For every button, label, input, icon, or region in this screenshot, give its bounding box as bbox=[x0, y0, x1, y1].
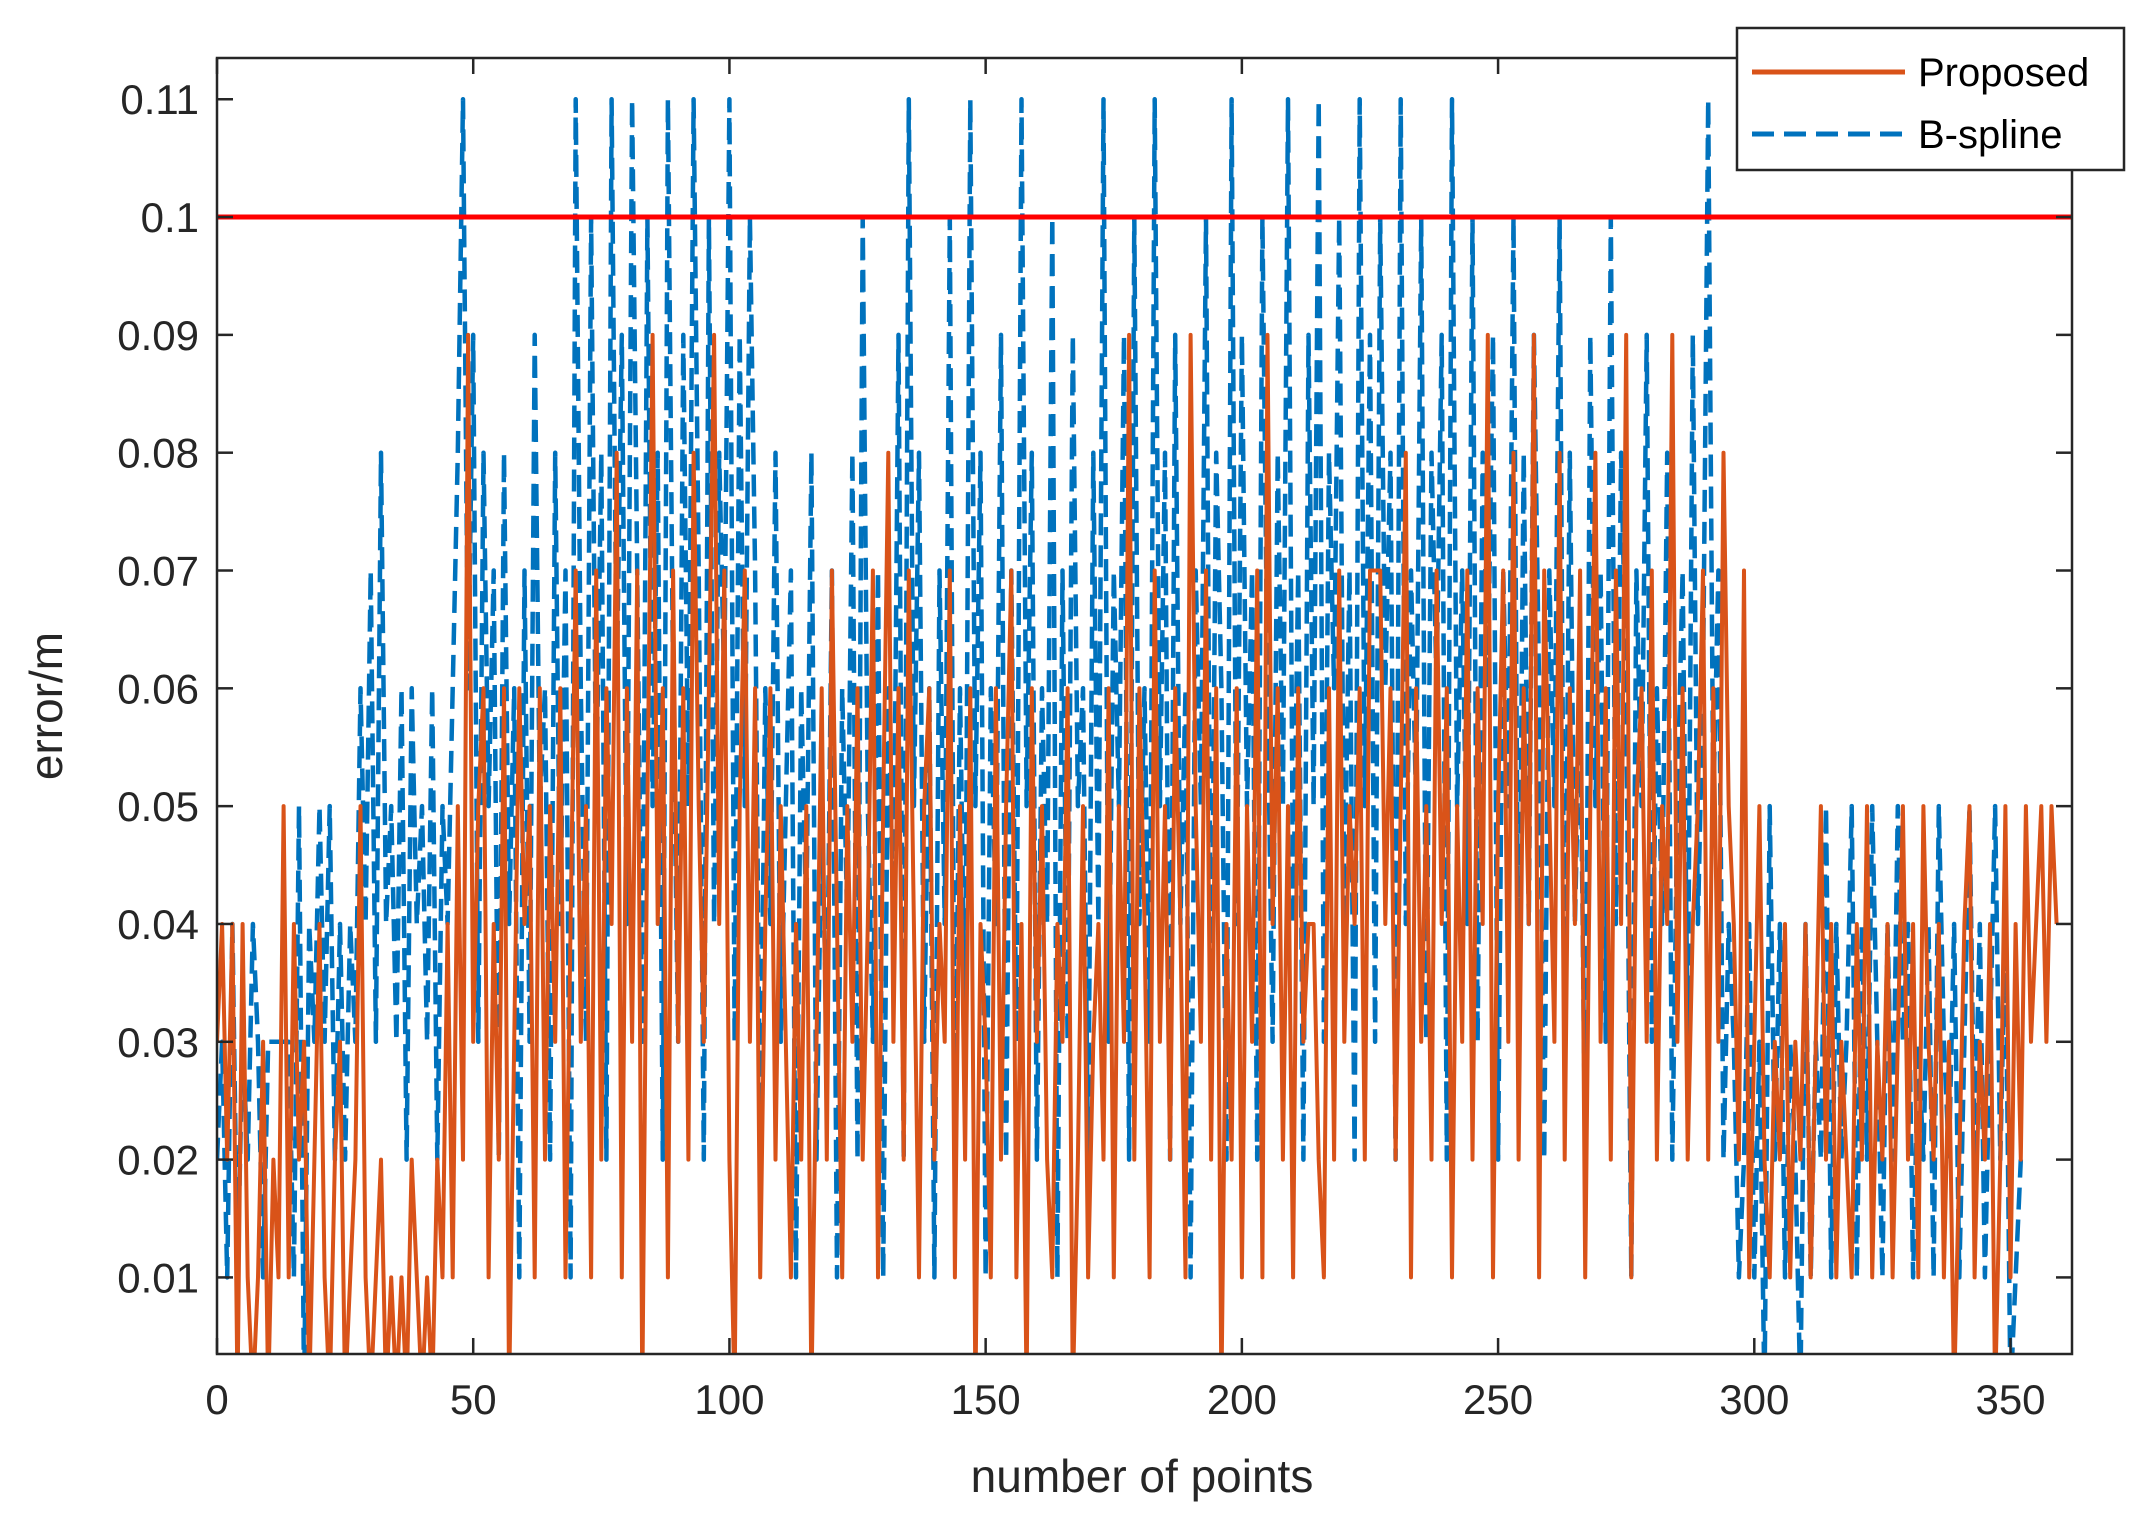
y-tick-label: 0.07 bbox=[117, 548, 199, 595]
x-axis-title: number of points bbox=[971, 1450, 1314, 1502]
y-tick-label: 0.06 bbox=[117, 665, 199, 712]
y-tick-label: 0.09 bbox=[117, 312, 199, 359]
y-tick-label: 0.04 bbox=[117, 901, 199, 948]
x-axis: 0 50 100 150 200 250 300 350 bbox=[205, 58, 2046, 1423]
legend-box bbox=[1735, 26, 2126, 172]
y-tick-label: 0.1 bbox=[141, 194, 199, 241]
y-tick-label: 0.08 bbox=[117, 430, 199, 477]
y-tick-label: 0.02 bbox=[117, 1137, 199, 1184]
y-tick-label: 0.11 bbox=[120, 76, 199, 123]
y-axis: 0.01 0.02 0.03 0.04 0.05 0.06 0.07 0.08 0.09 0.1 0… bbox=[117, 76, 2072, 1301]
y-tick-label: 0.03 bbox=[117, 1019, 199, 1066]
x-tick-label: 150 bbox=[951, 1376, 1021, 1423]
legend: Proposed B-spline bbox=[1735, 26, 2126, 172]
x-tick-label: 250 bbox=[1463, 1376, 1533, 1423]
x-tick-label: 100 bbox=[694, 1376, 764, 1423]
series-proposed bbox=[217, 332, 2059, 1354]
y-axis-title: error/m bbox=[20, 632, 72, 780]
y-tick-label: 0.01 bbox=[117, 1254, 199, 1301]
x-tick-label: 200 bbox=[1207, 1376, 1277, 1423]
legend-label-proposed: Proposed bbox=[1918, 51, 2089, 95]
x-tick-label: 350 bbox=[1975, 1376, 2045, 1423]
x-tick-label: 300 bbox=[1719, 1376, 1789, 1423]
legend-label-bspline: B-spline bbox=[1918, 113, 2063, 157]
x-tick-label: 50 bbox=[450, 1376, 497, 1423]
x-tick-label: 0 bbox=[205, 1376, 228, 1423]
series-line-proposed bbox=[217, 332, 2059, 1354]
plot-frame bbox=[215, 56, 2074, 1356]
y-tick-label: 0.05 bbox=[117, 783, 199, 830]
